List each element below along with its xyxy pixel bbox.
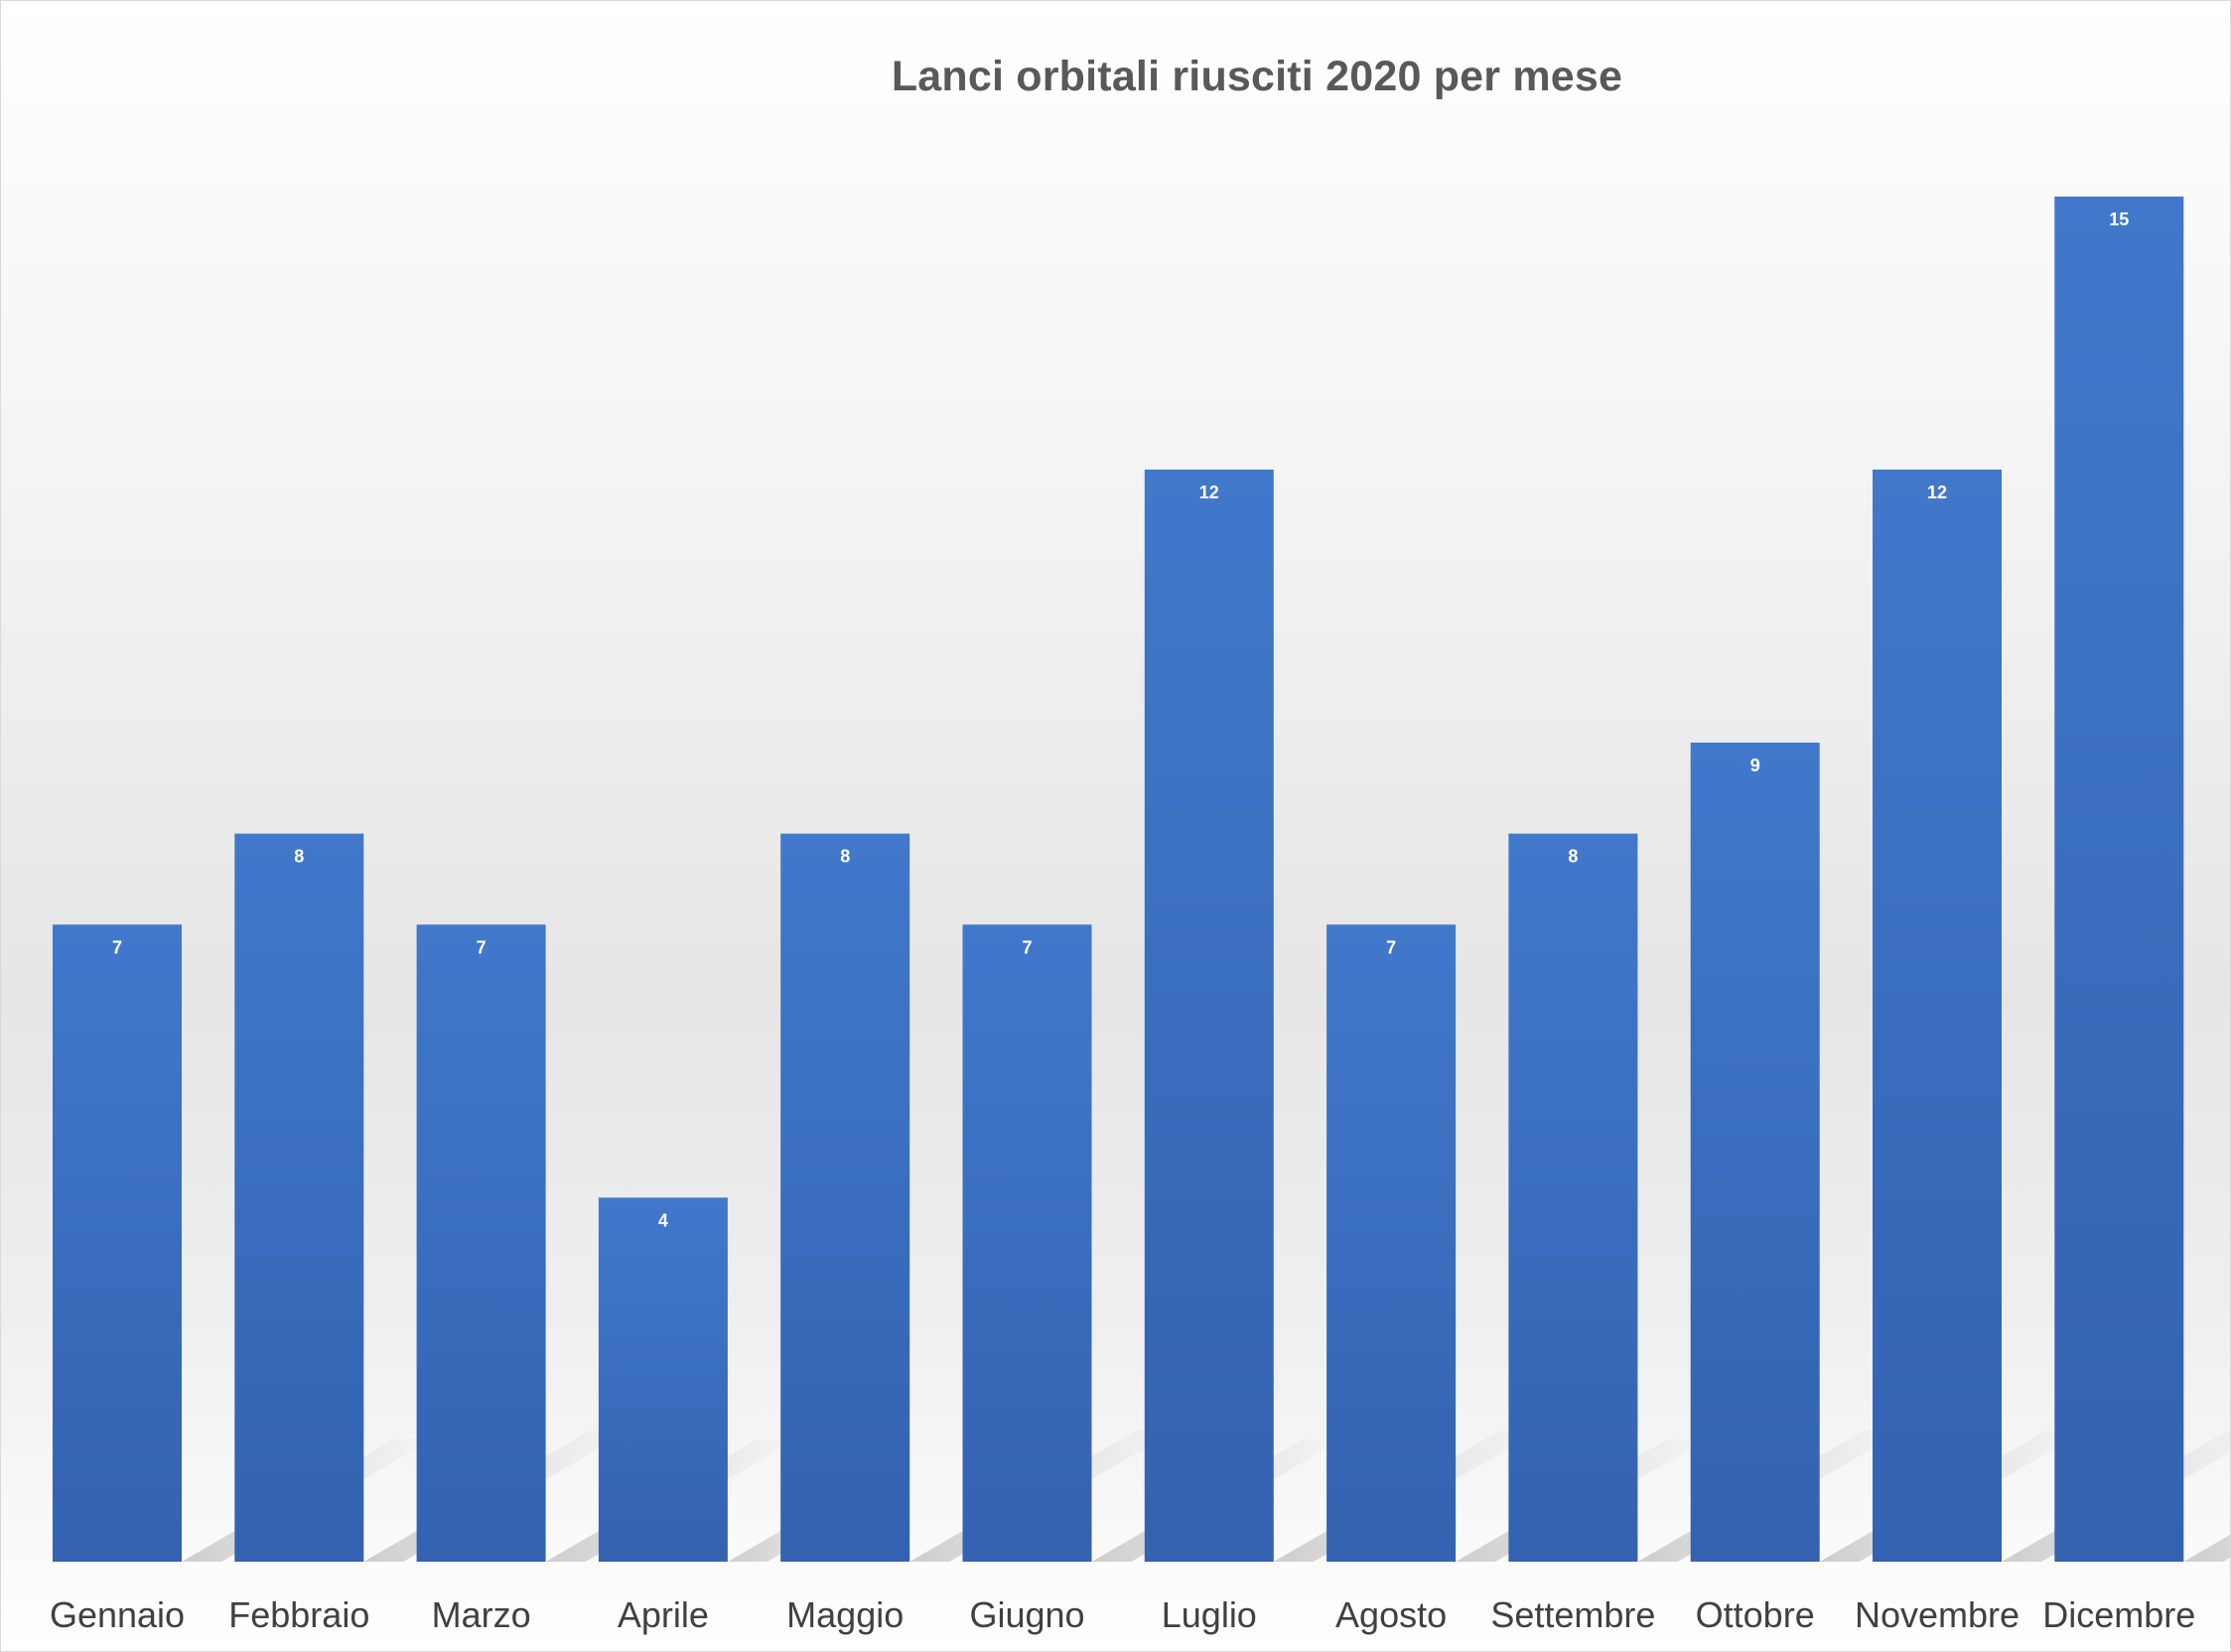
bar-dicembre	[2054, 197, 2184, 1562]
data-label-marzo: 7	[477, 937, 487, 957]
bar-shadow	[2183, 1534, 2230, 1562]
bar-gennaio	[53, 924, 182, 1562]
category-label-gennaio: Gennaio	[50, 1594, 185, 1635]
bar-febbraio	[234, 833, 364, 1562]
data-label-ottobre: 9	[1750, 756, 1760, 775]
data-label-aprile: 4	[658, 1210, 668, 1230]
category-label-settembre: Settembre	[1490, 1594, 1655, 1635]
bar-aprile	[598, 1197, 728, 1562]
category-label-marzo: Marzo	[432, 1594, 531, 1635]
data-label-agosto: 7	[1386, 937, 1396, 957]
data-label-novembre: 12	[1927, 482, 1947, 502]
category-labels: Gennaio Febbraio Marzo Aprile Maggio Giugno Lu…	[50, 1594, 2195, 1635]
bar-agosto	[1326, 924, 1457, 1562]
bar-settembre	[1508, 833, 1638, 1562]
data-label-dicembre: 15	[2109, 209, 2129, 229]
category-label-dicembre: Dicembre	[2042, 1594, 2195, 1635]
bar-maggio	[780, 833, 910, 1562]
category-label-febbraio: Febbraio	[228, 1594, 369, 1635]
data-label-settembre: 8	[1568, 847, 1578, 867]
chart-title: Lanci orbitali riusciti 2020 per mese	[891, 53, 1623, 100]
category-label-agosto: Agosto	[1335, 1594, 1447, 1635]
bar-value-labels: 7 8 7 4 8 7 12 7 8 9 12 15	[112, 209, 2129, 1230]
category-label-giugno: Giugno	[969, 1594, 1084, 1635]
bar-luglio	[1144, 470, 1274, 1562]
category-label-novembre: Novembre	[1855, 1594, 2020, 1635]
data-label-febbraio: 8	[294, 847, 304, 867]
data-label-gennaio: 7	[112, 937, 122, 957]
category-label-maggio: Maggio	[786, 1594, 904, 1635]
category-label-ottobre: Ottobre	[1696, 1594, 1815, 1635]
bar-ottobre	[1690, 743, 1820, 1562]
bar-novembre	[1873, 470, 2002, 1562]
bar-marzo	[416, 924, 546, 1562]
data-label-giugno: 7	[1022, 937, 1032, 957]
category-label-aprile: Aprile	[618, 1594, 709, 1635]
bars	[53, 197, 2184, 1562]
data-label-luglio: 12	[1199, 482, 1219, 502]
data-label-maggio: 8	[840, 847, 850, 867]
category-label-luglio: Luglio	[1162, 1594, 1257, 1635]
bar-giugno	[962, 924, 1092, 1562]
